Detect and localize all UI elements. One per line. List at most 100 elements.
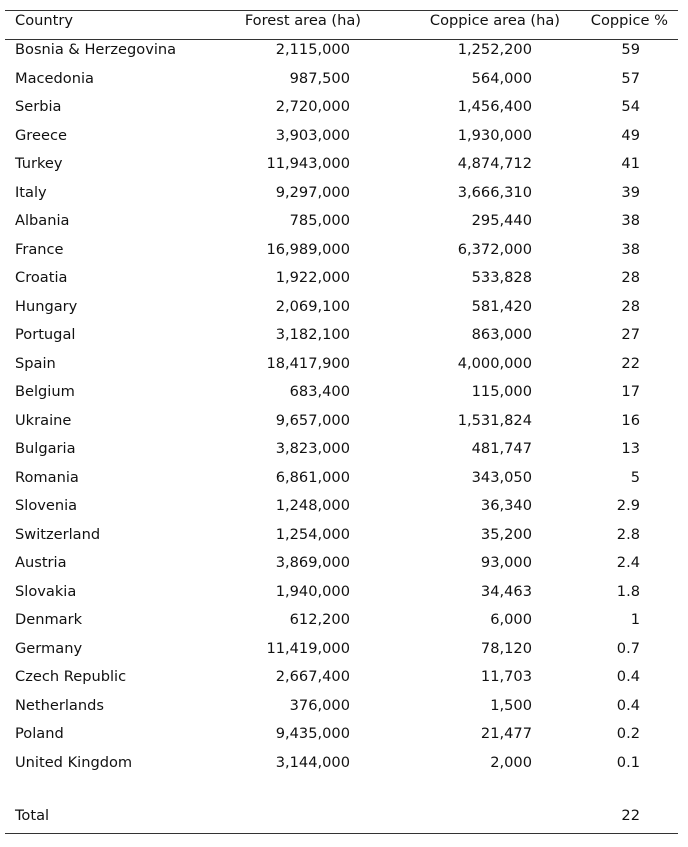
forest-area: 3,823,000 [275, 440, 350, 458]
total-coppice-pct: 22 [621, 807, 640, 824]
forest-area: 9,297,000 [275, 183, 350, 201]
coppice-area: 93,000 [480, 554, 532, 572]
country: Ukraine [15, 411, 72, 429]
country: Germany [15, 639, 83, 657]
coppice-pct: 0.7 [616, 639, 640, 657]
coppice-area: 564,000 [471, 69, 532, 87]
forest-area: 11,943,000 [266, 155, 350, 173]
forest-area: 3,903,000 [275, 126, 350, 144]
country: Belgium [15, 383, 75, 401]
header-forest-area: Forest area (ha) [244, 12, 361, 29]
forest-area: 11,419,000 [266, 639, 350, 657]
coppice-area: 1,252,200 [457, 41, 532, 58]
coppice-area: 533,828 [471, 269, 532, 287]
coppice-pct: 38 [621, 212, 640, 230]
coppice-pct: 2.9 [616, 497, 640, 515]
coppice-pct: 28 [621, 269, 640, 287]
bottom-rule [5, 833, 678, 834]
coppice-pct: 22 [621, 354, 640, 372]
coppice-area: 3,666,310 [457, 183, 532, 201]
coppice-pct: 13 [621, 440, 640, 458]
country: Italy [15, 183, 47, 201]
coppice-pct: 28 [621, 297, 640, 315]
country: Turkey [15, 155, 63, 173]
country: Greece [15, 126, 67, 144]
coppice-area: 36,340 [480, 497, 532, 515]
coppice-area: 1,456,400 [457, 98, 532, 116]
coppice-pct: 0.4 [616, 668, 640, 686]
country: United Kingdom [15, 754, 133, 771]
country: Hungary [15, 297, 78, 315]
country: Spain [15, 354, 56, 372]
forest-area: 785,000 [289, 212, 350, 230]
country: Portugal [15, 326, 76, 344]
country: Denmark [15, 611, 83, 629]
coppice-pct: 59 [621, 41, 640, 58]
country: Netherlands [15, 696, 104, 714]
country: Czech Republic [15, 668, 127, 686]
coppice-pct: 41 [621, 155, 640, 173]
forest-area: 1,940,000 [275, 582, 350, 600]
coppice-area: 1,531,824 [457, 411, 532, 429]
coppice-pct: 2.8 [616, 525, 640, 543]
coppice-pct: 5 [630, 468, 640, 486]
coppice-area: 115,000 [471, 383, 532, 401]
country: Albania [15, 212, 70, 230]
coppice-pct: 38 [621, 240, 640, 258]
coppice-pct: 54 [621, 98, 640, 116]
country: Bosnia & Herzegovina [15, 41, 177, 58]
coppice-pct: 57 [621, 69, 640, 87]
country: France [15, 240, 64, 258]
coppice-area: 35,200 [480, 525, 532, 543]
coppice-pct: 27 [621, 326, 640, 344]
coppice-area: 4,000,000 [457, 354, 532, 372]
coppice-pct: 2.4 [616, 554, 640, 572]
coppice-area: 21,477 [480, 725, 532, 743]
forest-area: 9,435,000 [275, 725, 350, 743]
forest-area: 2,667,400 [275, 668, 350, 686]
country: Croatia [15, 269, 68, 287]
total-label: Total [15, 807, 50, 824]
forest-area: 683,400 [289, 383, 350, 401]
coppice-pct: 1.8 [616, 582, 640, 600]
coppice-pct: 49 [621, 126, 640, 144]
coppice-area: 295,440 [471, 212, 532, 230]
country: Bulgaria [15, 440, 76, 458]
forest-area: 3,144,000 [275, 754, 350, 771]
coppice-pct: 39 [621, 183, 640, 201]
forest-area: 2,115,000 [275, 41, 350, 58]
forest-area: 18,417,900 [266, 354, 350, 372]
header-rule [5, 39, 678, 40]
forest-area: 987,500 [289, 69, 350, 87]
coppice-pct: 1 [630, 611, 640, 629]
coppice-pct: 0.1 [616, 754, 640, 771]
coppice-area: 343,050 [471, 468, 532, 486]
coppice-pct: 16 [621, 411, 640, 429]
country: Switzerland [15, 525, 101, 543]
coppice-area: 2,000 [490, 754, 532, 771]
country: Serbia [15, 98, 62, 116]
forest-area: 3,869,000 [275, 554, 350, 572]
forest-area: 376,000 [289, 696, 350, 714]
coppice-area: 481,747 [471, 440, 532, 458]
forest-area: 16,989,000 [266, 240, 350, 258]
coppice-area: 78,120 [480, 639, 532, 657]
coppice-area: 1,930,000 [457, 126, 532, 144]
forest-area: 2,069,100 [275, 297, 350, 315]
forest-area: 1,248,000 [275, 497, 350, 515]
forest-area: 1,254,000 [275, 525, 350, 543]
country: Romania [15, 468, 79, 486]
coppice-area: 11,703 [480, 668, 532, 686]
coppice-area: 6,000 [490, 611, 532, 629]
header-coppice-area: Coppice area (ha) [429, 12, 560, 29]
header-country: Country [15, 12, 73, 29]
coppice-area: 581,420 [471, 297, 532, 315]
forest-area: 6,861,000 [275, 468, 350, 486]
forest-area: 3,182,100 [275, 326, 350, 344]
country: Slovenia [15, 497, 78, 515]
forest-area: 9,657,000 [275, 411, 350, 429]
coppice-pct: 0.4 [616, 696, 640, 714]
forest-area: 612,200 [289, 611, 350, 629]
country: Austria [15, 554, 67, 572]
forest-area: 2,720,000 [275, 98, 350, 116]
